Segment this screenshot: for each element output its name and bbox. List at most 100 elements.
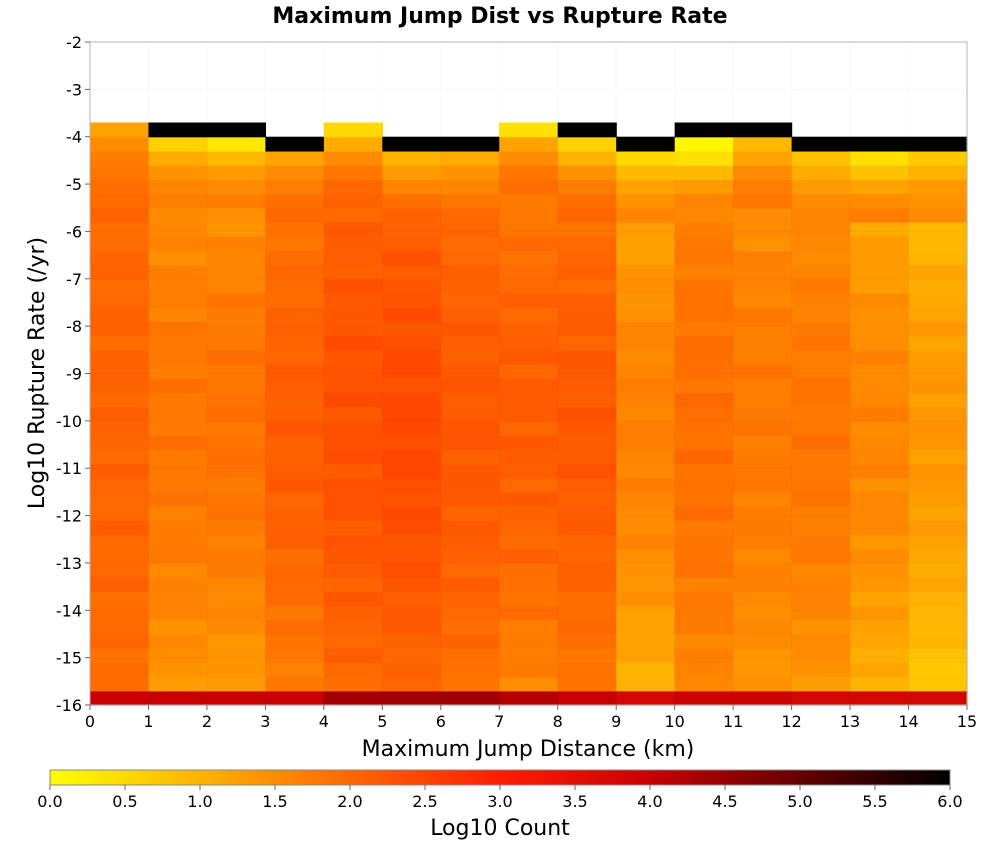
heatmap-cell	[557, 236, 617, 251]
heatmap-cell	[382, 264, 442, 280]
heatmap-cell	[382, 392, 442, 408]
heatmap-cell	[733, 278, 793, 294]
heatmap-cell	[90, 179, 150, 195]
heatmap-cell	[908, 577, 968, 592]
heatmap-cell	[791, 548, 851, 564]
heatmap-cell	[148, 349, 208, 365]
heatmap-cell	[499, 548, 559, 564]
heatmap-cell	[90, 364, 150, 379]
heatmap-cell	[733, 420, 793, 436]
heatmap-cell	[206, 321, 266, 337]
heatmap-cell	[382, 633, 442, 649]
heatmap-cell	[499, 193, 559, 209]
heatmap-cell	[440, 449, 500, 465]
heatmap-cell	[265, 548, 325, 564]
heatmap-cell	[908, 548, 968, 564]
chart-title: Maximum Jump Dist vs Rupture Rate	[272, 4, 727, 29]
heatmap-cell	[908, 605, 968, 621]
heatmap-cell	[557, 619, 617, 635]
heatmap-cell	[674, 633, 734, 649]
heatmap-cell	[90, 562, 150, 578]
heatmap-cell	[323, 562, 383, 578]
heatmap-cell	[557, 491, 617, 507]
heatmap-cell	[323, 435, 383, 450]
heatmap-cell	[791, 491, 851, 507]
heatmap-cell	[90, 520, 150, 536]
heatmap-cell	[206, 562, 266, 578]
heatmap-cell	[850, 264, 910, 280]
heatmap-cell	[382, 349, 442, 365]
heatmap-cell	[733, 250, 793, 266]
colorbar-tick-label: 0.5	[112, 792, 137, 811]
heatmap-cell	[850, 207, 910, 223]
heatmap-cell	[206, 506, 266, 521]
heatmap-cell	[733, 321, 793, 337]
y-axis-ticks: -2 -3 -4 -5 -6 -7 -8 -9 -10 -11 -12 -13 -14 -15 -16	[56, 33, 90, 715]
heatmap-cell	[499, 236, 559, 251]
heatmap-cell	[499, 335, 559, 351]
heatmap-cell	[791, 477, 851, 493]
y-tick-label: -11	[56, 459, 82, 478]
heatmap-cell	[206, 179, 266, 195]
heatmap-cell	[323, 236, 383, 251]
heatmap-cell	[440, 534, 500, 550]
heatmap-cell	[674, 491, 734, 507]
heatmap-cell	[148, 605, 208, 621]
heatmap-cell	[616, 221, 676, 237]
heatmap-cell	[908, 250, 968, 266]
heatmap-cell	[265, 420, 325, 436]
heatmap-cell	[148, 562, 208, 578]
heatmap-cell	[557, 690, 617, 706]
heatmap-cell	[791, 136, 851, 152]
x-tick-label: 15	[957, 712, 977, 731]
heatmap-cell	[206, 676, 266, 692]
heatmap-cell	[90, 392, 150, 408]
heatmap-cell	[850, 406, 910, 422]
heatmap-cell	[382, 463, 442, 479]
heatmap-cell	[674, 435, 734, 450]
heatmap-cell	[616, 307, 676, 323]
heatmap-cell	[90, 690, 150, 706]
heatmap-cell	[557, 676, 617, 692]
heatmap-cell	[908, 179, 968, 195]
heatmap-cell	[323, 364, 383, 379]
heatmap-cell	[850, 633, 910, 649]
heatmap-cell	[850, 605, 910, 621]
x-tick-label: 5	[377, 712, 387, 731]
heatmap-cell	[499, 633, 559, 649]
heatmap-cell	[206, 264, 266, 280]
heatmap-cell	[440, 463, 500, 479]
heatmap-cell	[674, 264, 734, 280]
heatmap-cell	[90, 534, 150, 550]
heatmap-cell	[674, 292, 734, 308]
colorbar-tick-label: 0.0	[37, 792, 62, 811]
heatmap-cell	[148, 534, 208, 550]
colorbar-ticks: 0.0 0.5 1.0 1.5 2.0 2.5 3.0 3.5 4.0 4.5 5.0 5.5 6.0	[37, 785, 963, 811]
heatmap-cell	[674, 221, 734, 237]
heatmap-cell	[908, 648, 968, 663]
heatmap-cell	[206, 364, 266, 379]
heatmap-cell	[733, 193, 793, 209]
heatmap-cell	[148, 136, 208, 152]
heatmap-cell	[148, 307, 208, 323]
heatmap-cell	[265, 378, 325, 394]
heatmap-cell	[323, 534, 383, 550]
heatmap-cell	[440, 605, 500, 621]
heatmap-cell	[382, 207, 442, 223]
heatmap-cell	[850, 378, 910, 394]
heatmap-cell	[90, 207, 150, 223]
heatmap-cell	[440, 335, 500, 351]
colorbar-tick-label: 6.0	[937, 792, 962, 811]
heatmap-cell	[557, 506, 617, 521]
y-tick-label: -14	[56, 601, 82, 620]
heatmap-cell	[557, 449, 617, 465]
heatmap-cell	[265, 292, 325, 308]
heatmap-cell	[557, 435, 617, 450]
heatmap-cell	[499, 122, 559, 138]
heatmap-cell	[616, 648, 676, 663]
heatmap-cell	[382, 335, 442, 351]
grid-lines	[89, 41, 968, 706]
heatmap-cell	[265, 349, 325, 365]
heatmap-cell	[674, 562, 734, 578]
heatmap-cell	[557, 392, 617, 408]
